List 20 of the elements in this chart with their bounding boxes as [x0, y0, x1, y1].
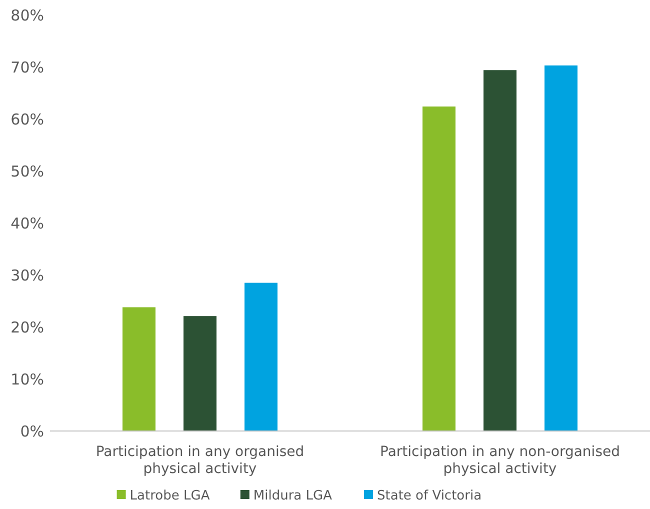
x-tick-label: Participation in any non-organised physical activity	[380, 444, 620, 477]
y-tick-label: 10%	[10, 370, 44, 388]
bar	[244, 282, 278, 431]
bar	[122, 307, 156, 431]
y-tick-label: 70%	[10, 58, 44, 76]
y-tick-label: 30%	[10, 266, 44, 284]
bar	[484, 70, 516, 431]
legend-label: Mildura LGA	[253, 488, 332, 504]
y-tick-label: 50%	[10, 162, 44, 180]
y-tick-label: 80%	[10, 6, 44, 24]
legend-label: Latrobe LGA	[130, 488, 210, 504]
y-tick-label: 20%	[10, 318, 44, 336]
y-tick-label: 40%	[10, 214, 44, 232]
bar	[422, 106, 456, 431]
y-tick-label: 60%	[10, 110, 44, 128]
bar	[184, 316, 216, 431]
bar	[544, 65, 578, 431]
x-tick-label: Participation in any organised physical activity	[96, 444, 304, 477]
y-tick-label: 0%	[20, 422, 44, 440]
legend-label: State of Victoria	[377, 488, 482, 504]
